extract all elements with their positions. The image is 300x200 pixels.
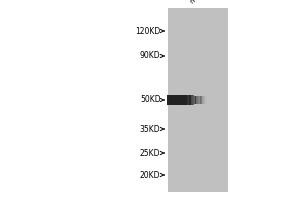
Bar xyxy=(201,96,203,104)
Bar xyxy=(200,96,202,104)
Bar xyxy=(189,95,191,105)
Bar xyxy=(202,96,204,104)
Text: 20KD: 20KD xyxy=(140,170,160,180)
Bar xyxy=(187,95,188,105)
Bar xyxy=(209,96,210,104)
Text: 50KD: 50KD xyxy=(140,96,160,104)
Bar xyxy=(172,95,174,105)
Bar xyxy=(182,95,184,105)
Bar xyxy=(167,95,169,105)
Text: 35KD: 35KD xyxy=(140,124,160,134)
Bar xyxy=(177,95,178,105)
Bar xyxy=(170,95,171,105)
Text: 90KD: 90KD xyxy=(140,51,160,60)
Text: Skeletal
muscle: Skeletal muscle xyxy=(184,0,214,5)
Bar xyxy=(171,95,172,105)
Bar xyxy=(184,95,186,105)
Bar xyxy=(205,96,207,104)
Bar xyxy=(198,96,199,104)
Bar xyxy=(176,95,177,105)
Text: 25KD: 25KD xyxy=(140,148,160,158)
Bar xyxy=(181,95,182,105)
Text: 120KD: 120KD xyxy=(135,26,161,36)
Bar xyxy=(214,97,215,103)
Bar xyxy=(206,96,208,104)
Bar xyxy=(212,97,214,103)
Bar xyxy=(211,96,213,104)
Bar xyxy=(178,95,180,105)
Bar xyxy=(192,95,193,105)
Bar xyxy=(195,96,197,104)
Bar xyxy=(168,8,228,192)
Bar xyxy=(186,95,187,105)
Bar xyxy=(188,95,190,105)
Bar xyxy=(193,95,194,105)
Bar xyxy=(183,95,185,105)
Bar xyxy=(208,96,209,104)
Bar xyxy=(190,95,192,105)
Bar xyxy=(215,97,216,103)
Bar xyxy=(173,95,175,105)
Bar xyxy=(210,96,212,104)
Bar xyxy=(179,95,181,105)
Bar xyxy=(194,96,196,104)
Bar xyxy=(169,95,170,105)
Bar xyxy=(204,96,206,104)
Bar xyxy=(199,96,200,104)
Bar xyxy=(175,95,176,105)
Bar xyxy=(196,96,198,104)
